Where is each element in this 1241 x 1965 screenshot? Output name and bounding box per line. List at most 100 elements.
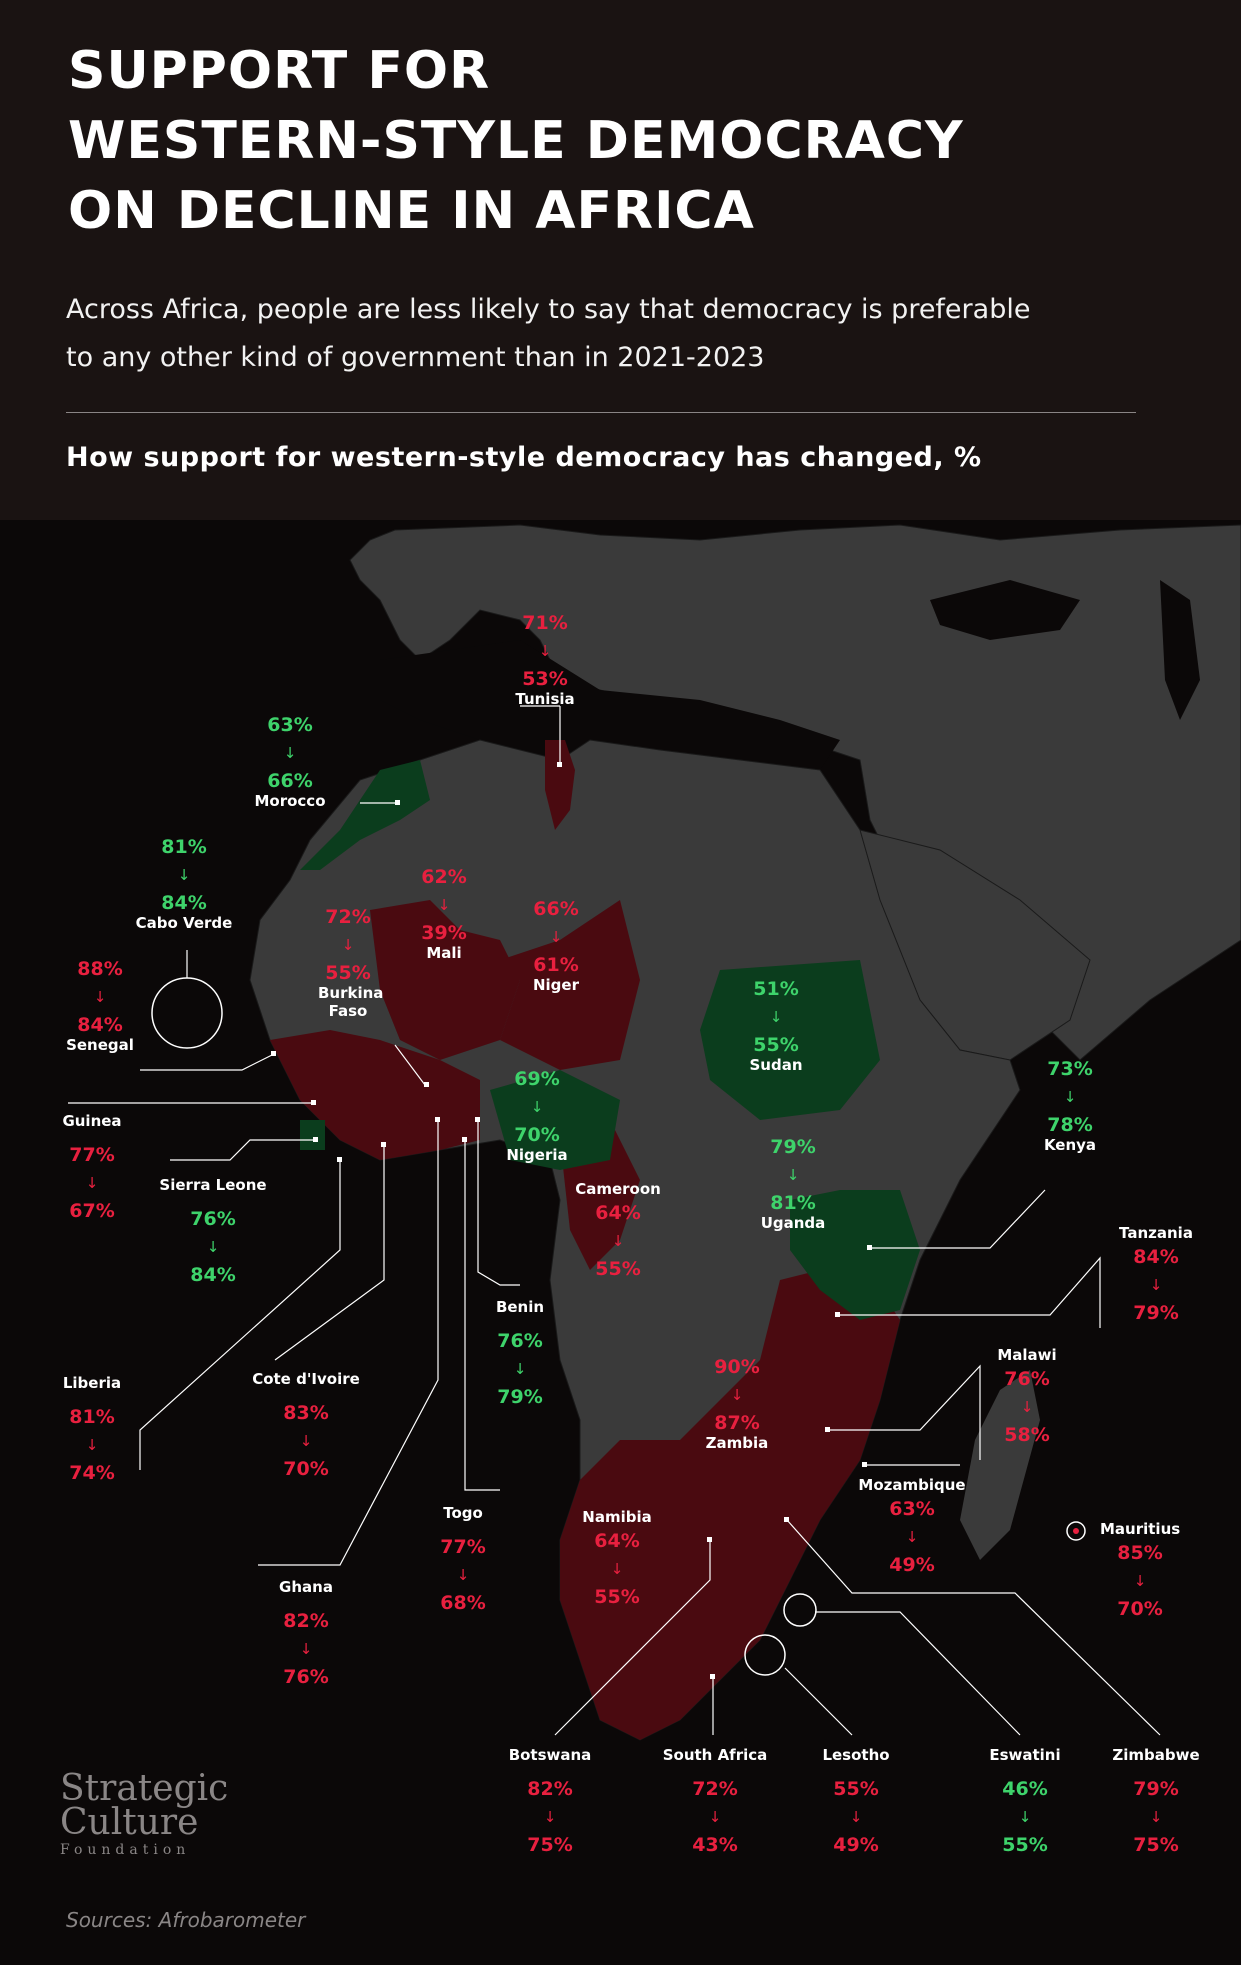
malawi-before: 76%: [1004, 1368, 1050, 1390]
page-title: SUPPORT FOR WESTERN-STYLE DEMOCRACY ON D…: [68, 36, 1188, 246]
divider: [66, 412, 1136, 413]
senegal-name: Senegal: [66, 1036, 134, 1054]
togo-after: 68%: [440, 1592, 486, 1614]
burkina-faso-before: 72%: [325, 906, 371, 928]
leader-lines: [68, 705, 1161, 1736]
uganda-after: 81%: [770, 1192, 816, 1214]
country-cabo-verde: 81% ↓ 84% Cabo Verde: [134, 836, 234, 932]
benin-name: Benin: [495, 1298, 545, 1316]
senegal-after: 84%: [77, 1014, 123, 1036]
country-kenya: 73% ↓ 78% Kenya: [1030, 1058, 1110, 1154]
uganda-name: Uganda: [760, 1214, 826, 1232]
tanzania-before: 84%: [1133, 1246, 1179, 1268]
header-panel: SUPPORT FOR WESTERN-STYLE DEMOCRACY ON D…: [0, 0, 1241, 520]
sudan-name: Sudan: [749, 1056, 803, 1074]
mauritius-before: 85%: [1117, 1542, 1163, 1564]
liberia-after: 74%: [69, 1462, 115, 1484]
south-africa-before: 72%: [692, 1778, 738, 1800]
arrow-down-icon: ↓: [1020, 1398, 1034, 1416]
cabo-verde-before: 81%: [161, 836, 207, 858]
cabo-verde-name: Cabo Verde: [135, 914, 233, 932]
niger-after: 61%: [533, 954, 579, 976]
nigeria-shape: [490, 1070, 620, 1170]
cabo-verde-after: 84%: [161, 892, 207, 914]
liberia-name: Liberia: [62, 1374, 122, 1392]
arrow-down-icon: ↓: [905, 1528, 919, 1546]
sudan-before: 51%: [753, 978, 799, 1000]
ghana-name: Ghana: [279, 1578, 333, 1596]
cote-divoire-before: 83%: [283, 1402, 329, 1424]
mediterranean-sea: [380, 640, 840, 770]
ghana-after: 76%: [283, 1666, 329, 1688]
arrow-down-icon: ↓: [538, 642, 552, 660]
arrow-down-icon: ↓: [769, 1008, 783, 1026]
country-benin: Benin 76% ↓ 79%: [480, 1298, 560, 1408]
tunisia-after: 53%: [522, 668, 568, 690]
mauritius-marker: [1066, 1521, 1086, 1541]
malawi-name: Malawi: [997, 1346, 1057, 1364]
sudan-shape: [700, 960, 880, 1120]
country-cote-divoire: Cote d'Ivoire 83% ↓ 70%: [246, 1370, 366, 1480]
guinea-after: 67%: [69, 1200, 115, 1222]
mauritius-name: Mauritius: [1100, 1520, 1181, 1538]
zimbabwe-name: Zimbabwe: [1112, 1746, 1200, 1764]
arrow-down-icon: ↓: [513, 1360, 527, 1378]
country-burkina-faso: 72% ↓ 55% Burkina Faso: [298, 906, 398, 1020]
country-guinea: Guinea 77% ↓ 67%: [52, 1112, 132, 1222]
country-eswatini: Eswatini 46% ↓ 55%: [985, 1746, 1065, 1856]
zambia-before: 90%: [714, 1356, 760, 1378]
niger-name: Niger: [532, 976, 579, 994]
tunisia-before: 71%: [522, 612, 568, 634]
arrow-down-icon: ↓: [93, 988, 107, 1006]
eswatini-circle: [783, 1593, 817, 1627]
burkina-faso-after: 55%: [325, 962, 371, 984]
country-south-africa: South Africa 72% ↓ 43%: [655, 1746, 775, 1856]
country-tanzania: Tanzania 84% ↓ 79%: [1116, 1224, 1196, 1324]
madagascar-land: [960, 1370, 1040, 1560]
title-line-2: WESTERN-STYLE DEMOCRACY: [68, 111, 964, 171]
morocco-before: 63%: [267, 714, 313, 736]
arrow-down-icon: ↓: [849, 1808, 863, 1826]
logo-line-3: Foundation: [60, 1842, 191, 1858]
country-tunisia: 71% ↓ 53% Tunisia: [515, 612, 575, 708]
country-sudan: 51% ↓ 55% Sudan: [736, 978, 816, 1074]
sierra-leone-before: 76%: [190, 1208, 236, 1230]
arrow-down-icon: ↓: [530, 1098, 544, 1116]
mali-shape: [370, 900, 520, 1060]
arrow-down-icon: ↓: [1133, 1572, 1147, 1590]
namibia-before: 64%: [594, 1530, 640, 1552]
mali-before: 62%: [421, 866, 467, 888]
zimbabwe-after: 75%: [1133, 1834, 1179, 1856]
arrow-down-icon: ↓: [1018, 1808, 1032, 1826]
country-niger: 66% ↓ 61% Niger: [516, 898, 596, 994]
botswana-before: 82%: [527, 1778, 573, 1800]
lesotho-circle: [744, 1634, 786, 1676]
east-south-africa-shape: [560, 1260, 900, 1740]
country-mozambique: Mozambique 63% ↓ 49%: [852, 1476, 972, 1576]
tunisia-shape: [545, 740, 575, 830]
cameroon-after: 55%: [595, 1258, 641, 1280]
nigeria-before: 69%: [514, 1068, 560, 1090]
botswana-name: Botswana: [508, 1746, 592, 1764]
country-nigeria: 69% ↓ 70% Nigeria: [497, 1068, 577, 1164]
country-mauritius: Mauritius 85% ↓ 70%: [1100, 1520, 1180, 1620]
namibia-name: Namibia: [582, 1508, 652, 1526]
kenya-after: 78%: [1047, 1114, 1093, 1136]
sudan-after: 55%: [753, 1034, 799, 1056]
country-cameroon: Cameroon 64% ↓ 55%: [568, 1180, 668, 1280]
tanzania-after: 79%: [1133, 1302, 1179, 1324]
arrow-down-icon: ↓: [177, 866, 191, 884]
cote-divoire-name: Cote d'Ivoire: [252, 1370, 360, 1388]
burkina-faso-name: Burkina Faso: [318, 984, 384, 1020]
niger-before: 66%: [533, 898, 579, 920]
mauritius-after: 70%: [1117, 1598, 1163, 1620]
south-africa-after: 43%: [692, 1834, 738, 1856]
arrow-down-icon: ↓: [283, 744, 297, 762]
west-africa-shape: [270, 1030, 480, 1160]
mozambique-before: 63%: [889, 1498, 935, 1520]
country-morocco: 63% ↓ 66% Morocco: [240, 714, 340, 810]
uganda-before: 79%: [770, 1136, 816, 1158]
arrow-down-icon: ↓: [1063, 1088, 1077, 1106]
lesotho-name: Lesotho: [822, 1746, 890, 1764]
